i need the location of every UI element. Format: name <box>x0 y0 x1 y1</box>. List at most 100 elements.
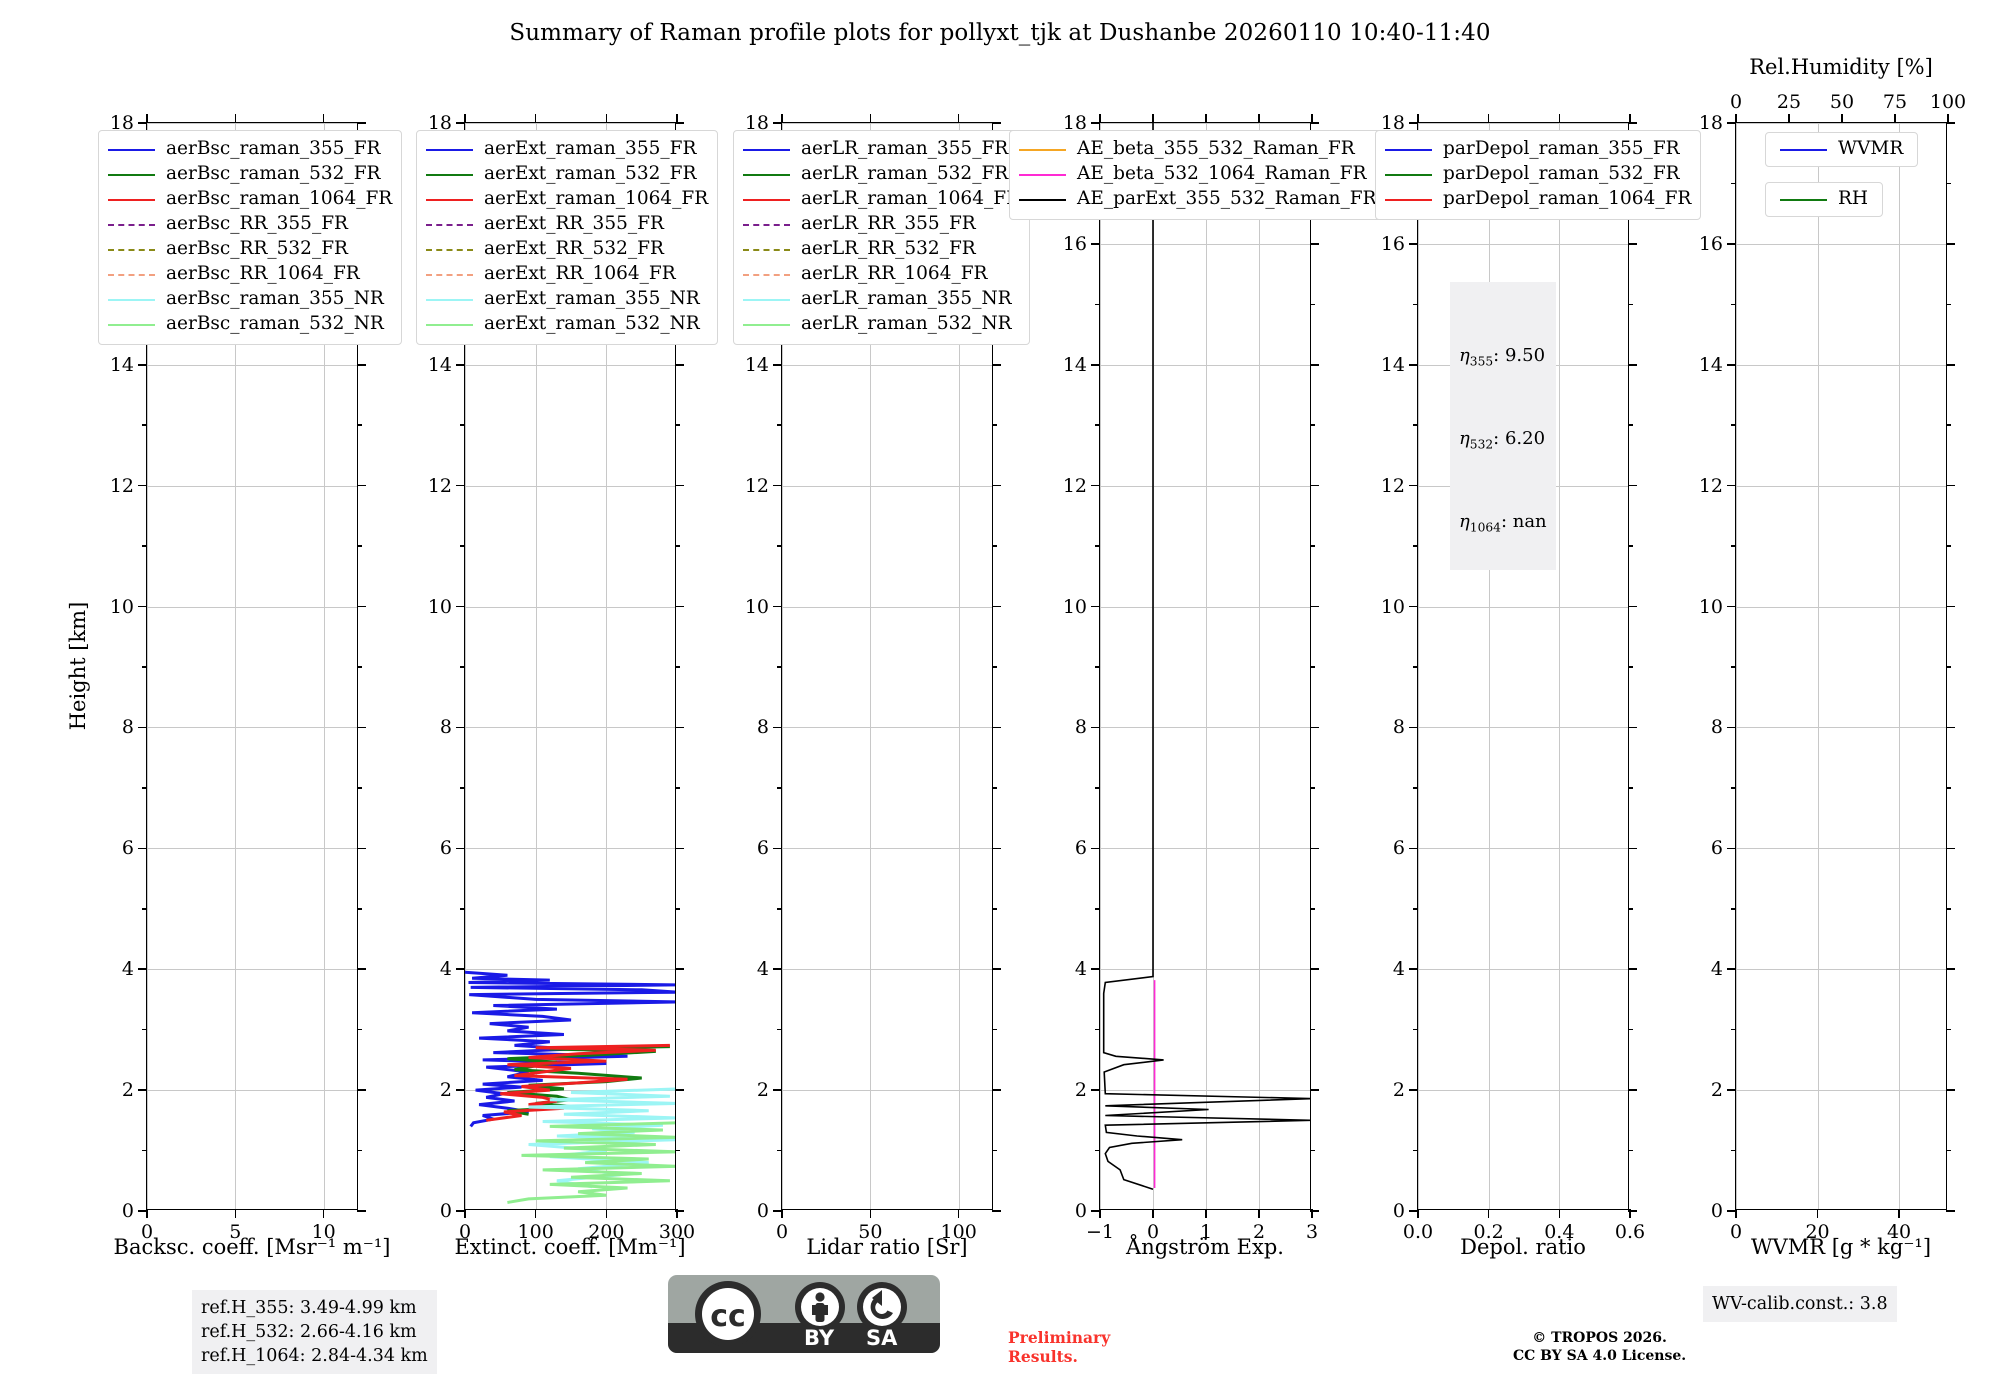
y-tick-major <box>1091 243 1100 245</box>
legend-item[interactable]: aerBsc_raman_355_NR <box>108 287 392 312</box>
legend-item[interactable]: aerLR_raman_355_NR <box>743 287 1020 312</box>
legend-item[interactable]: aerExt_raman_355_NR <box>426 287 708 312</box>
cc-badge-glyphs: cc <box>695 1281 907 1347</box>
y-tick-minor <box>142 545 147 547</box>
legend-item-label: WVMR <box>1838 138 1904 160</box>
legend-backscatter[interactable]: aerBsc_raman_355_FR aerBsc_raman_532_FR ae… <box>98 130 403 345</box>
legend-item[interactable]: RH <box>1780 187 1868 212</box>
gridline-horizontal <box>1100 969 1310 971</box>
y-tick-major-right <box>357 726 366 729</box>
gridline-horizontal <box>1736 606 1946 608</box>
legend-item[interactable]: AE_parExt_355_532_Raman_FR <box>1019 187 1376 212</box>
x-tick-label: 200 <box>588 1221 625 1243</box>
legend-item[interactable]: aerExt_RR_355_FR <box>426 212 708 237</box>
legend-item[interactable]: aerLR_raman_532_FR <box>743 162 1020 187</box>
legend-wvmr-wvmr[interactable]: WVMR <box>1765 132 1919 167</box>
gridline-vertical <box>1259 123 1260 1209</box>
gridline-horizontal <box>782 364 992 366</box>
legend-angstrom[interactable]: AE_beta_355_532_Raman_FR AE_beta_532_1064… <box>1009 130 1387 220</box>
legend-item[interactable]: aerBsc_raman_532_FR <box>108 162 392 187</box>
gridline-vertical <box>1817 123 1819 1209</box>
legend-wvmr-rh[interactable]: RH <box>1765 182 1884 217</box>
x-tick-label: 40 <box>1886 1221 1912 1243</box>
y-tick-major <box>1091 363 1100 366</box>
y-tick-label: 4 <box>439 958 452 981</box>
legend-item[interactable]: WVMR <box>1780 137 1903 162</box>
x-tick-label: −1 <box>1085 1221 1115 1243</box>
legend-item[interactable]: aerLR_raman_355_FR <box>743 137 1020 162</box>
y-tick-major <box>138 122 147 124</box>
legend-item[interactable]: aerExt_raman_1064_FR <box>426 187 708 212</box>
legend-line-swatch <box>1385 198 1432 201</box>
y-tick-major <box>1091 726 1100 729</box>
legend-depol-ratio[interactable]: parDepol_raman_355_FR parDepol_raman_532_… <box>1375 130 1702 220</box>
legend-item[interactable]: aerExt_RR_1064_FR <box>426 262 708 287</box>
y-tick-minor <box>1946 424 1951 427</box>
y-tick-minor <box>1628 907 1633 910</box>
x-axis-title-lidar-ratio: Lidar ratio [Sr] <box>806 1235 968 1259</box>
y-tick-minor <box>1413 907 1418 910</box>
y-tick-major-right <box>1946 1089 1955 1091</box>
y-tick-minor <box>1628 1149 1633 1152</box>
y-tick-minor <box>142 907 147 910</box>
legend-item[interactable]: aerLR_RR_355_FR <box>743 212 1020 237</box>
y-tick-major-right <box>357 605 366 608</box>
legend-item[interactable]: aerBsc_raman_532_NR <box>108 312 392 337</box>
gridline-vertical <box>535 123 537 1209</box>
legend-item[interactable]: aerBsc_RR_532_FR <box>108 237 392 262</box>
legend-item[interactable]: AE_beta_355_532_Raman_FR <box>1019 137 1376 162</box>
y-tick-major-right <box>1310 847 1319 850</box>
legend-lidar-ratio[interactable]: aerLR_raman_355_FR aerLR_raman_532_FR aerL… <box>733 130 1030 345</box>
gridline-horizontal <box>1100 1090 1310 1092</box>
legend-item[interactable]: parDepol_raman_1064_FR <box>1385 187 1691 212</box>
legend-item-label: aerExt_raman_532_FR <box>484 163 697 185</box>
y-tick-label: 4 <box>1392 958 1405 981</box>
y-tick-major <box>1409 484 1418 487</box>
y-tick-major <box>456 1089 465 1091</box>
x-tick-major-top <box>1558 114 1561 123</box>
legend-extinction[interactable]: aerExt_raman_355_FR aerExt_raman_532_FR ae… <box>416 130 719 345</box>
y-tick-minor <box>1095 303 1100 306</box>
y-tick-minor <box>1413 787 1418 789</box>
legend-item[interactable]: aerBsc_RR_1064_FR <box>108 262 392 287</box>
x-tick-major-top <box>1417 114 1419 123</box>
x-tick-major-top <box>1258 114 1260 123</box>
y-tick-minor <box>1310 303 1315 306</box>
gridline-horizontal <box>782 123 992 124</box>
legend-item[interactable]: aerExt_RR_532_FR <box>426 237 708 262</box>
legend-item[interactable]: parDepol_raman_355_FR <box>1385 137 1691 162</box>
y-tick-minor <box>1731 1149 1736 1152</box>
legend-item[interactable]: aerLR_raman_1064_FR <box>743 187 1020 212</box>
legend-item-label: aerLR_raman_532_FR <box>801 163 1009 185</box>
legend-line-swatch <box>1780 148 1827 151</box>
legend-item-label: aerLR_raman_532_NR <box>801 313 1012 335</box>
legend-item-label: parDepol_raman_532_FR <box>1443 163 1680 185</box>
legend-item-label: RH <box>1838 188 1869 210</box>
y-tick-major <box>1409 243 1418 245</box>
y-tick-major-right <box>992 1089 1001 1091</box>
legend-item[interactable]: aerBsc_RR_355_FR <box>108 212 392 237</box>
legend-item[interactable]: aerExt_raman_355_FR <box>426 137 708 162</box>
legend-item[interactable]: aerBsc_raman_1064_FR <box>108 187 392 212</box>
y-tick-major-right <box>1628 122 1637 124</box>
legend-item[interactable]: parDepol_raman_532_FR <box>1385 162 1691 187</box>
gridline-horizontal <box>1736 123 1946 124</box>
x-tick-major <box>1205 1209 1207 1218</box>
legend-item[interactable]: aerExt_raman_532_NR <box>426 312 708 337</box>
legend-item[interactable]: aerBsc_raman_355_FR <box>108 137 392 162</box>
x-tick-major-top <box>869 114 872 123</box>
legend-item[interactable]: aerLR_raman_532_NR <box>743 312 1020 337</box>
y-tick-minor <box>1946 1028 1951 1031</box>
y-tick-label: 18 <box>1062 112 1087 134</box>
legend-line-swatch <box>1019 173 1066 176</box>
legend-item[interactable]: AE_beta_532_1064_Raman_FR <box>1019 162 1376 187</box>
series-aerExt_raman_532_NR <box>507 1121 675 1204</box>
y-tick-minor <box>1310 1149 1315 1152</box>
y-tick-label: 6 <box>756 837 769 860</box>
x-tick-major <box>781 1209 783 1218</box>
legend-item[interactable]: aerExt_raman_532_FR <box>426 162 708 187</box>
legend-item[interactable]: aerLR_RR_532_FR <box>743 237 1020 262</box>
legend-item[interactable]: aerLR_RR_1064_FR <box>743 262 1020 287</box>
rh-tick-label: 25 <box>1776 91 1802 113</box>
legend-item-label: aerExt_RR_355_FR <box>484 213 664 235</box>
